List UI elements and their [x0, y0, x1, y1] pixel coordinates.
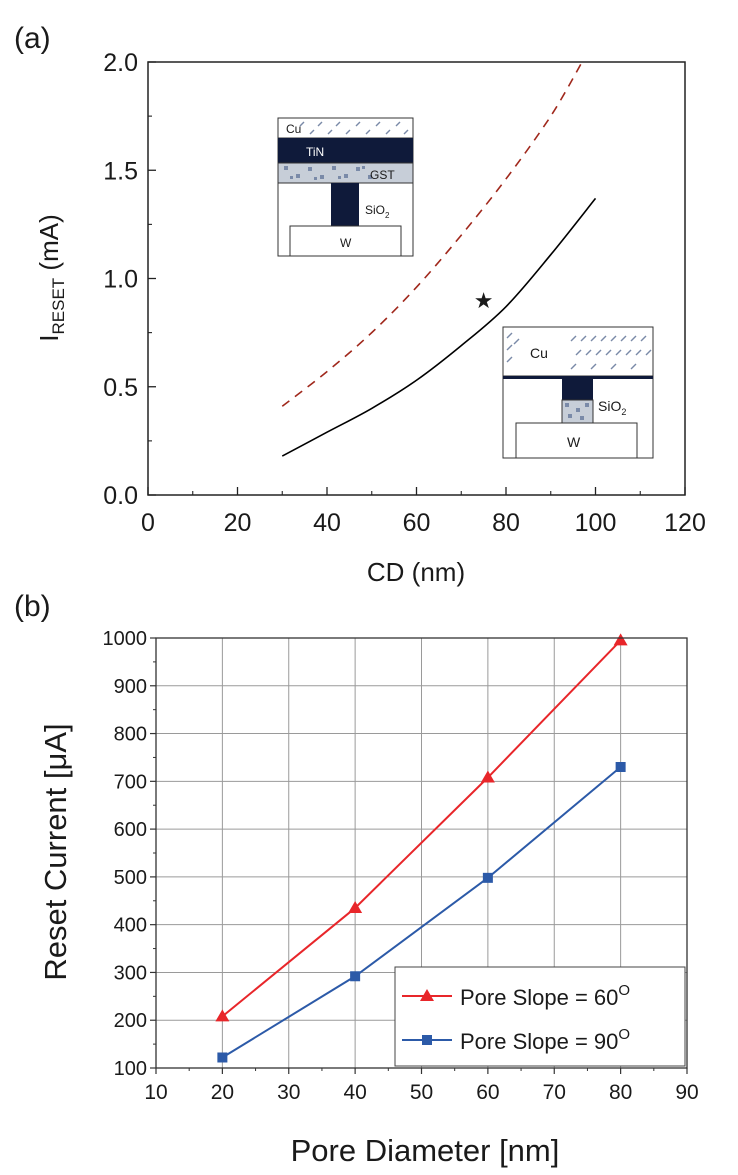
x-tick-label: 40: [343, 1081, 366, 1104]
y-tick-label: 1.5: [103, 157, 138, 185]
legend-label-slope-60: Pore Slope = 60O: [460, 982, 630, 1010]
inset-bottom-cu-layer: [502, 326, 654, 377]
inset-top-gst-label: GST: [370, 168, 395, 182]
y-tick-label: 900: [114, 676, 147, 698]
data-point-triangle: [348, 900, 363, 913]
panel-b-y-axis-label: Reset Current [μA]: [38, 723, 73, 980]
inset-bottom-w-electrode: [515, 422, 638, 459]
panel-b-x-axis-label: Pore Diameter [nm]: [291, 1133, 560, 1168]
x-tick-label: 20: [224, 509, 252, 537]
panel-a-x-axis-label: CD (nm): [367, 557, 465, 587]
inset-top-w-electrode: [289, 225, 402, 257]
panel-a-label: (a): [14, 22, 51, 55]
x-tick-label: 70: [543, 1081, 566, 1104]
panel-a-x-ticks: 0 20 40 60 80 100 120: [141, 487, 706, 537]
panel-b-series: [215, 633, 628, 1063]
x-tick-label: 60: [476, 1081, 499, 1104]
y-tick-label: 1000: [103, 628, 148, 650]
x-tick-label: 120: [664, 509, 706, 537]
data-point-square: [615, 762, 626, 772]
y-tick-label: 200: [114, 1010, 147, 1032]
y-tick-label: 0.0: [103, 482, 138, 510]
data-point-square: [350, 971, 361, 982]
panel-b-label: (b): [14, 590, 51, 623]
inset-top-tin-layer: [278, 138, 413, 163]
y-tick-label: 500: [114, 867, 147, 889]
x-tick-label: 30: [277, 1081, 300, 1104]
x-tick-label: 100: [575, 509, 617, 537]
inset-bottom-cu-label: Cu: [530, 345, 548, 361]
panel-a-y-axis-label: IRESET (mA): [34, 214, 68, 341]
x-tick-label: 50: [410, 1081, 433, 1104]
y-tick-label: 0.5: [103, 374, 138, 402]
series-slope-60-line: [221, 639, 622, 1018]
inset-top-gst-dots: [284, 166, 372, 180]
inset-top-heater: [331, 183, 359, 226]
inset-bottom-cu-hatch: [506, 332, 652, 370]
y-tick-label: 300: [114, 962, 147, 984]
inset-top-tin-label: TiN: [306, 145, 324, 159]
inset-top-sio2-label: SiO2: [365, 203, 390, 220]
inset-bottom-w-label: W: [567, 434, 581, 450]
inset-top-cell-diagram: Cu TiN GST SiO2 W: [277, 117, 414, 257]
x-tick-label: 60: [403, 509, 431, 537]
x-tick-label: 40: [313, 509, 341, 537]
inset-top-cu-label: Cu: [286, 122, 301, 136]
panel-a-y-ticks: 0.0 0.5 1.0 1.5 2.0: [103, 49, 156, 510]
inset-bottom-plug: [562, 376, 593, 400]
inset-bottom-cell-diagram: Cu SiO2 W: [502, 326, 654, 459]
y-tick-label: 400: [114, 915, 147, 937]
data-point-square: [482, 872, 493, 883]
data-point-triangle: [613, 633, 628, 646]
x-tick-label: 10: [144, 1081, 167, 1104]
y-tick-label: 100: [114, 1058, 147, 1080]
x-tick-label: 20: [211, 1081, 234, 1104]
y-tick-label: 600: [114, 819, 147, 841]
series-solid-curve: [281, 197, 597, 457]
data-point-square: [217, 1052, 228, 1063]
y-tick-label: 800: [114, 724, 147, 746]
panel-b-plot-frame: [155, 637, 688, 1069]
legend-label-slope-90: Pore Slope = 90O: [460, 1026, 630, 1054]
inset-top-cu-hatch: [299, 121, 409, 135]
legend-triangle-marker: [420, 989, 434, 1001]
data-point-triangle: [215, 1009, 230, 1022]
data-point-triangle: [480, 770, 495, 783]
y-tick-label: 2.0: [103, 49, 138, 77]
y-tick-label: 700: [114, 771, 147, 793]
series-dashed-curve: [281, 61, 583, 407]
y-tick-label: 1.0: [103, 266, 138, 294]
panel-a-plot-frame: [147, 61, 686, 496]
legend-square-marker: [422, 1035, 432, 1045]
reference-star-marker: ★: [474, 288, 494, 313]
x-tick-label: 80: [492, 509, 520, 537]
inset-bottom-sio2-label: SiO2: [598, 398, 626, 417]
inset-bottom-gst-dots: [565, 403, 589, 420]
inset-top-w-label: W: [340, 236, 352, 250]
panel-a: (a) 0 20 40 60 80 100 120 0.0 0.5 1.0 1.5 2.0 Cu T…: [14, 22, 706, 587]
panel-b-y-ticks: 100 200 300 400 500 600 700 800 900 1000: [103, 628, 156, 1080]
panel-a-series: [281, 61, 597, 457]
x-tick-label: 80: [609, 1081, 632, 1104]
panel-b: (b) 10 20 30 40 50 60 70 80 90 100 200 300 400 500 60…: [14, 590, 699, 1168]
panel-b-x-ticks: 10 20 30 40 50 60 70 80 90: [144, 1068, 699, 1104]
panel-b-legend: Pore Slope = 60O Pore Slope = 90O: [394, 966, 686, 1067]
x-tick-label: 90: [675, 1081, 698, 1104]
x-tick-label: 0: [141, 509, 155, 537]
series-slope-90-line: [221, 766, 622, 1059]
legend-box: [394, 966, 686, 1067]
